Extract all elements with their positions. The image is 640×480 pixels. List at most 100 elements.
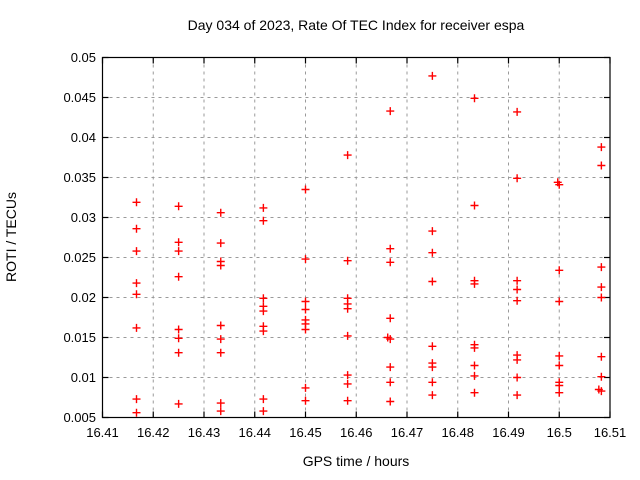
data-point-marker bbox=[301, 383, 310, 392]
x-tick-label: 16.51 bbox=[594, 425, 627, 440]
data-point-marker bbox=[597, 293, 606, 302]
data-point-marker bbox=[174, 238, 183, 247]
data-point-marker bbox=[470, 343, 479, 352]
chart-title: Day 034 of 2023, Rate Of TEC Index for r… bbox=[188, 17, 525, 33]
data-point-marker bbox=[216, 335, 225, 344]
data-point-marker bbox=[216, 321, 225, 330]
data-point-marker bbox=[343, 379, 352, 388]
data-point-marker bbox=[513, 373, 522, 382]
data-point-marker bbox=[555, 297, 564, 306]
data-point-marker bbox=[386, 314, 395, 323]
data-point-marker bbox=[259, 216, 268, 225]
y-axis-label: ROTI / TECUs bbox=[3, 192, 19, 282]
y-tick-label: 0.01 bbox=[71, 370, 96, 385]
y-tick-label: 0.015 bbox=[63, 330, 96, 345]
data-point-marker bbox=[132, 395, 141, 404]
x-tick-label: 16.45 bbox=[289, 425, 322, 440]
data-point-marker bbox=[428, 227, 437, 236]
data-point-marker bbox=[259, 407, 268, 416]
y-tick-label: 0.025 bbox=[63, 250, 96, 265]
data-point-marker bbox=[555, 266, 564, 275]
data-point-marker bbox=[470, 361, 479, 370]
data-point-marker bbox=[343, 151, 352, 160]
data-point-marker bbox=[470, 94, 479, 103]
data-point-marker bbox=[174, 272, 183, 281]
chart-plot-area: 16.41 16.42 16.43 16.44 16.45 16.46 16.47 16.48… bbox=[63, 50, 626, 440]
y-tick-label: 0.045 bbox=[63, 90, 96, 105]
data-point-marker bbox=[343, 256, 352, 265]
data-point-marker bbox=[259, 307, 268, 316]
data-point-marker bbox=[513, 107, 522, 116]
data-point-marker bbox=[301, 297, 310, 306]
data-point-marker bbox=[597, 372, 606, 381]
data-point-marker bbox=[132, 198, 141, 207]
data-point-marker bbox=[597, 283, 606, 292]
x-tick-label: 16.41 bbox=[86, 425, 119, 440]
data-point-marker bbox=[259, 203, 268, 212]
data-point-marker bbox=[470, 371, 479, 380]
data-point-marker bbox=[555, 180, 564, 189]
data-point-marker bbox=[597, 143, 606, 152]
x-tick-label: 16.5 bbox=[547, 425, 572, 440]
data-point-marker bbox=[174, 399, 183, 408]
data-point-marker bbox=[132, 279, 141, 288]
y-tick-label: 0.05 bbox=[71, 50, 96, 65]
data-point-marker bbox=[301, 325, 310, 334]
data-point-marker bbox=[174, 334, 183, 343]
y-tick-label: 0.035 bbox=[63, 170, 96, 185]
data-point-marker bbox=[428, 342, 437, 351]
data-point-marker bbox=[343, 331, 352, 340]
data-point-marker bbox=[386, 378, 395, 387]
data-point-marker bbox=[174, 247, 183, 256]
data-point-marker bbox=[301, 255, 310, 264]
data-point-marker bbox=[555, 361, 564, 370]
data-point-marker bbox=[259, 294, 268, 303]
data-point-marker bbox=[386, 397, 395, 406]
data-point-marker bbox=[428, 277, 437, 286]
data-point-marker bbox=[513, 174, 522, 183]
data-point-marker bbox=[132, 323, 141, 332]
x-axis-label: GPS time / hours bbox=[303, 453, 410, 469]
x-tick-label: 16.48 bbox=[441, 425, 474, 440]
data-point-marker bbox=[555, 388, 564, 397]
data-point-marker bbox=[216, 261, 225, 270]
plot-frame bbox=[101, 56, 611, 419]
data-point-marker bbox=[597, 263, 606, 272]
data-point-marker bbox=[470, 388, 479, 397]
data-point-marker bbox=[343, 396, 352, 405]
data-point-marker bbox=[216, 348, 225, 357]
x-tick-label: 16.44 bbox=[238, 425, 271, 440]
data-point-marker bbox=[216, 399, 225, 408]
data-point-marker bbox=[513, 296, 522, 305]
data-point-marker bbox=[174, 202, 183, 211]
data-point-marker bbox=[259, 327, 268, 336]
data-point-marker bbox=[428, 248, 437, 257]
data-point-marker bbox=[132, 247, 141, 256]
data-point-marker bbox=[470, 279, 479, 288]
data-point-marker bbox=[386, 335, 395, 344]
x-tick-label: 16.46 bbox=[340, 425, 373, 440]
data-point-marker bbox=[301, 305, 310, 314]
x-tick-label: 16.42 bbox=[137, 425, 170, 440]
data-point-marker bbox=[428, 71, 437, 80]
data-point-marker bbox=[513, 276, 522, 285]
y-tick-label: 0.02 bbox=[71, 290, 96, 305]
data-point-marker bbox=[513, 285, 522, 294]
data-point-marker bbox=[216, 208, 225, 217]
x-tick-label: 16.43 bbox=[188, 425, 221, 440]
data-point-marker bbox=[428, 391, 437, 400]
data-point-marker bbox=[386, 244, 395, 253]
y-tick-label: 0.04 bbox=[71, 130, 96, 145]
data-point-marker bbox=[513, 355, 522, 364]
data-point-marker bbox=[343, 371, 352, 380]
data-point-marker bbox=[428, 378, 437, 387]
data-point-marker bbox=[386, 107, 395, 116]
data-point-marker bbox=[216, 239, 225, 248]
data-point-marker bbox=[174, 325, 183, 334]
data-point-marker bbox=[470, 201, 479, 210]
x-tick-label: 16.49 bbox=[492, 425, 525, 440]
x-tick-label: 16.47 bbox=[391, 425, 424, 440]
y-tick-label: 0.03 bbox=[71, 210, 96, 225]
